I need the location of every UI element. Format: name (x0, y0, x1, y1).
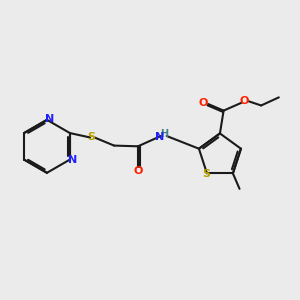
Text: N: N (45, 114, 54, 124)
Text: O: O (199, 98, 208, 107)
Text: N: N (155, 133, 165, 142)
Text: N: N (68, 155, 77, 165)
Text: H: H (160, 129, 168, 139)
Text: S: S (87, 133, 95, 142)
Text: O: O (240, 96, 249, 106)
Text: S: S (202, 169, 211, 179)
Text: O: O (133, 166, 143, 176)
